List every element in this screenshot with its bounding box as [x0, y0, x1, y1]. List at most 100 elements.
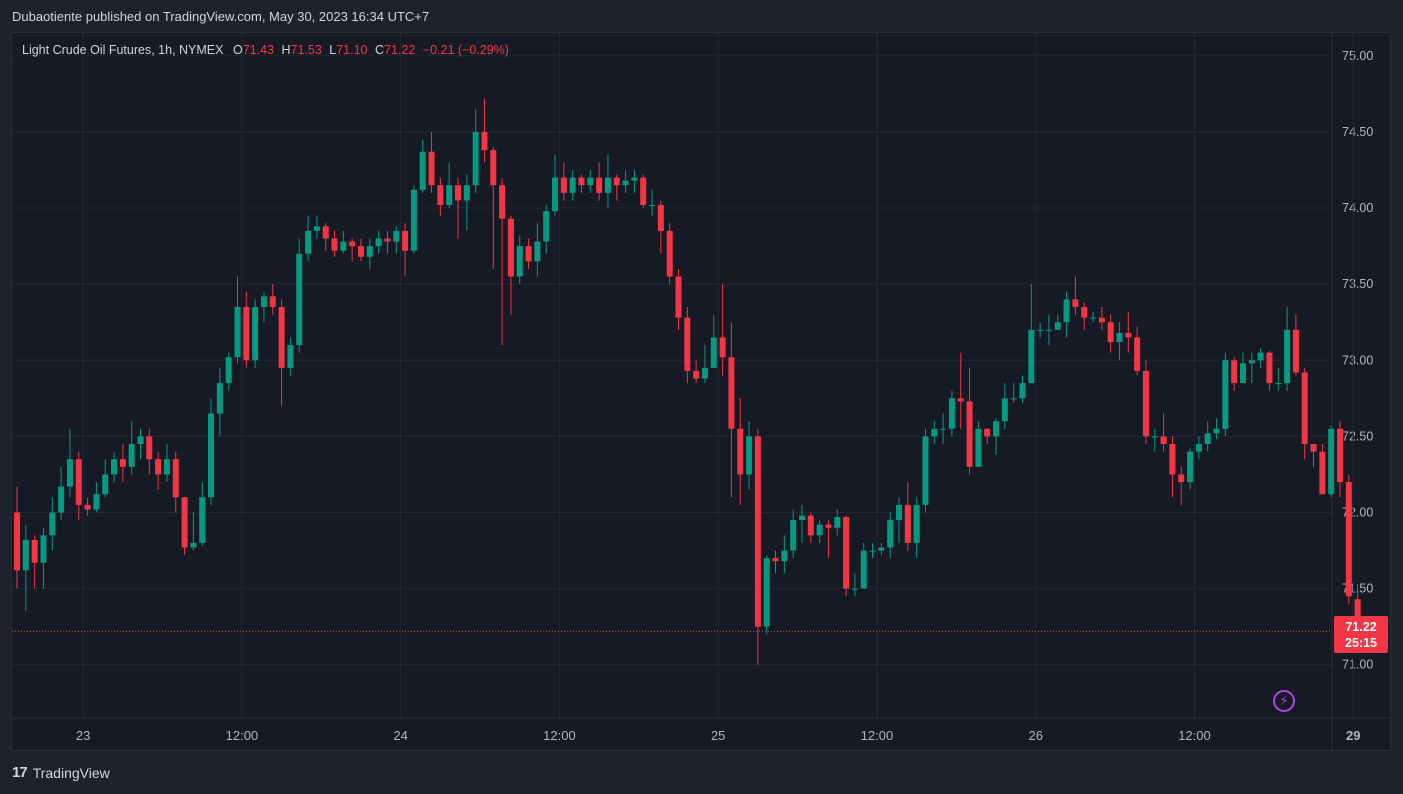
candle-body — [1301, 372, 1308, 444]
candle-body — [675, 276, 682, 318]
candle-body — [843, 517, 850, 589]
candle-body — [754, 436, 761, 627]
candle-body — [190, 542, 197, 548]
candle-body — [1063, 299, 1070, 323]
candle-body — [1098, 317, 1105, 323]
candle-body — [552, 177, 559, 212]
candle-body — [49, 512, 56, 536]
candle-body — [975, 428, 982, 467]
candle-body — [878, 547, 885, 551]
candle-body — [455, 185, 461, 201]
candle-body — [534, 241, 541, 262]
brand-name: TradingView — [32, 764, 110, 781]
candle-body — [1019, 383, 1026, 399]
symbol-title[interactable]: Light Crude Oil Futures, 1h, NYMEX — [22, 43, 224, 57]
candle-body — [1001, 398, 1008, 422]
y-tick-label: 73.50 — [1342, 277, 1373, 291]
candle-body — [834, 517, 841, 528]
candle-body — [516, 246, 523, 277]
candle-body — [340, 241, 347, 251]
candle-body — [913, 504, 920, 543]
candle-body — [931, 428, 938, 437]
candle-body — [472, 131, 479, 186]
candle-body — [490, 150, 497, 186]
footer-brand[interactable]: 17 TradingView — [12, 764, 110, 781]
lightning-bolt-icon[interactable]: ⚡ — [1273, 690, 1295, 712]
candle-body — [604, 177, 611, 193]
y-tick-label: 72.50 — [1342, 429, 1373, 443]
candle-body — [560, 177, 567, 193]
candle-body — [287, 345, 294, 368]
x-tick-label: 12:00 — [1178, 728, 1211, 743]
x-tick-label: 24 — [393, 728, 407, 743]
tradingview-logo-icon: 17 — [12, 764, 28, 781]
candle-body — [199, 497, 206, 543]
candle-body — [1028, 329, 1035, 384]
candle-body — [622, 180, 629, 186]
candle-body — [728, 357, 735, 429]
candle-body — [860, 550, 867, 589]
candle-body — [58, 486, 65, 513]
candle-body — [463, 185, 470, 201]
chart-panel[interactable]: 75.00 74.50 74.00 73.50 73.00 72.50 72.00 71.50… — [11, 32, 1392, 752]
candle-body — [1081, 307, 1088, 318]
candle-body — [887, 520, 894, 548]
candle-body — [1337, 428, 1343, 483]
candle-body — [816, 524, 823, 536]
candle-body — [1134, 337, 1141, 371]
candle-body — [437, 185, 444, 206]
candle-body — [349, 241, 356, 247]
candle-body — [746, 436, 753, 475]
candle-body — [163, 459, 170, 475]
open-value: 71.43 — [242, 43, 274, 57]
candle-body — [22, 539, 29, 571]
candle-body — [596, 177, 603, 193]
candle-body — [14, 512, 20, 571]
candle-body — [1310, 444, 1317, 452]
last-price-value: 71.22 — [1345, 620, 1377, 634]
open-label: O — [232, 43, 243, 57]
candle-body — [657, 205, 664, 231]
candlestick-chart[interactable]: 75.0074.5074.0073.5073.0072.5072.0071.50… — [12, 33, 1392, 752]
candle-body — [613, 177, 620, 186]
candle-body — [137, 436, 144, 444]
candle-body — [781, 550, 788, 562]
candle-body — [1054, 322, 1061, 330]
candle-body — [260, 296, 267, 307]
y-tick-label: 75.00 — [1342, 49, 1373, 63]
candle-body — [31, 539, 38, 563]
candle-body — [1142, 370, 1149, 437]
last-price-tag: 71.22 25:15 — [1334, 616, 1388, 653]
candle-body — [296, 253, 303, 346]
candle-body — [940, 428, 947, 430]
change-value: −0.21 (−0.29%) — [422, 43, 509, 57]
candle-body — [640, 177, 647, 206]
candle-body — [578, 177, 585, 186]
candle-body — [1257, 352, 1264, 361]
candle-body — [1010, 398, 1017, 400]
candle-body — [1151, 436, 1158, 438]
candle-body — [146, 436, 153, 460]
low-label: L — [329, 43, 337, 57]
candle-body — [507, 218, 514, 277]
x-tick-label: 12:00 — [226, 728, 259, 743]
candle-body — [102, 474, 109, 495]
close-label: C — [374, 43, 385, 57]
candle-body — [1275, 383, 1282, 385]
candle-body — [1345, 482, 1352, 597]
candle-body — [1213, 428, 1220, 434]
low-value: 71.10 — [336, 43, 368, 57]
candle-body — [366, 246, 373, 257]
candle-body — [375, 238, 382, 247]
high-value: 71.53 — [290, 43, 322, 57]
candle-body — [243, 307, 250, 361]
candle-body — [1116, 332, 1123, 343]
candle-body — [966, 401, 973, 467]
candle-body — [719, 337, 726, 358]
candle-body — [128, 444, 135, 467]
candle-body — [684, 317, 691, 371]
candle-body — [825, 524, 832, 528]
bar-countdown: 25:15 — [1345, 636, 1377, 650]
candle-body — [499, 185, 506, 219]
candle-body — [1178, 474, 1185, 483]
